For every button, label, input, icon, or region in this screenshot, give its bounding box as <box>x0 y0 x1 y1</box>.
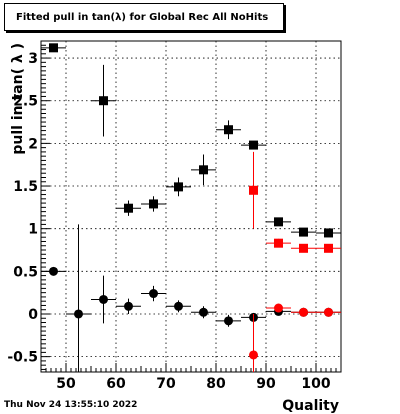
chart-title-box: Fitted pull in tan(λ) for Global Rec All… <box>4 3 284 31</box>
x-tick-label: 100 <box>301 376 330 392</box>
x-tick-label: 70 <box>156 376 176 392</box>
square-marker <box>299 227 308 237</box>
circle-marker <box>274 303 283 313</box>
y-tick-label: 0.5 <box>13 264 38 280</box>
x-tick-label: 90 <box>256 376 276 392</box>
square-marker <box>249 185 258 195</box>
circle-marker <box>199 307 208 317</box>
circle-marker <box>224 316 233 326</box>
y-tick-label: 2.5 <box>13 94 38 110</box>
y-tick-label: 1.5 <box>13 179 38 195</box>
x-axis-title: Quality <box>282 398 339 414</box>
circle-marker <box>174 301 183 311</box>
axes: 50 60 70 80 90 100 -0.5 0 0.5 1 1.5 2 2.5 3 <box>7 40 342 392</box>
square-marker <box>174 182 183 192</box>
chart-title: Fitted pull in tan(λ) for Global Rec All… <box>16 11 269 23</box>
square-marker <box>324 243 333 253</box>
circle-marker <box>324 307 333 317</box>
square-marker <box>299 243 308 253</box>
square-marker <box>274 238 283 248</box>
circle-marker <box>249 350 258 360</box>
x-tick-label: 50 <box>56 376 76 392</box>
circle-marker <box>74 309 83 319</box>
square-marker <box>274 217 283 227</box>
plot-frame <box>40 40 342 373</box>
circle-marker <box>49 266 58 276</box>
y-tick-label: -0.5 <box>7 350 38 366</box>
y-tick-label: 0 <box>28 307 38 323</box>
square-marker <box>49 43 58 53</box>
y-tick-label: 2 <box>28 136 38 152</box>
y-axis-title: pull in tan( λ ) <box>10 43 26 155</box>
x-tick-label: 60 <box>106 376 126 392</box>
y-tick-label: 1 <box>28 222 38 238</box>
circle-marker <box>299 307 308 317</box>
timestamp: Thu Nov 24 13:55:10 2022 <box>4 400 138 410</box>
square-marker <box>124 203 133 213</box>
y-tick-label: 3 <box>28 51 38 67</box>
square-marker <box>199 165 208 175</box>
square-marker <box>224 125 233 135</box>
data-points <box>41 43 341 372</box>
square-marker <box>99 96 108 106</box>
square-marker <box>249 140 258 150</box>
circle-marker <box>99 294 108 304</box>
square-marker <box>149 199 158 209</box>
plot-area <box>40 40 342 373</box>
circle-marker <box>124 301 133 311</box>
circle-marker <box>149 289 158 299</box>
square-marker <box>324 228 333 238</box>
x-tick-label: 80 <box>206 376 226 392</box>
